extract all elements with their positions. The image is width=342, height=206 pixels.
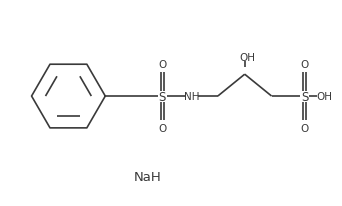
Text: S: S bbox=[301, 90, 308, 103]
Text: O: O bbox=[158, 123, 166, 133]
Text: O: O bbox=[158, 60, 166, 70]
Text: NH: NH bbox=[184, 92, 200, 102]
Text: S: S bbox=[158, 90, 166, 103]
Text: OH: OH bbox=[240, 53, 256, 63]
Text: O: O bbox=[300, 60, 308, 70]
Text: NaH: NaH bbox=[133, 170, 161, 183]
Text: O: O bbox=[300, 123, 308, 133]
Text: OH: OH bbox=[317, 92, 333, 102]
